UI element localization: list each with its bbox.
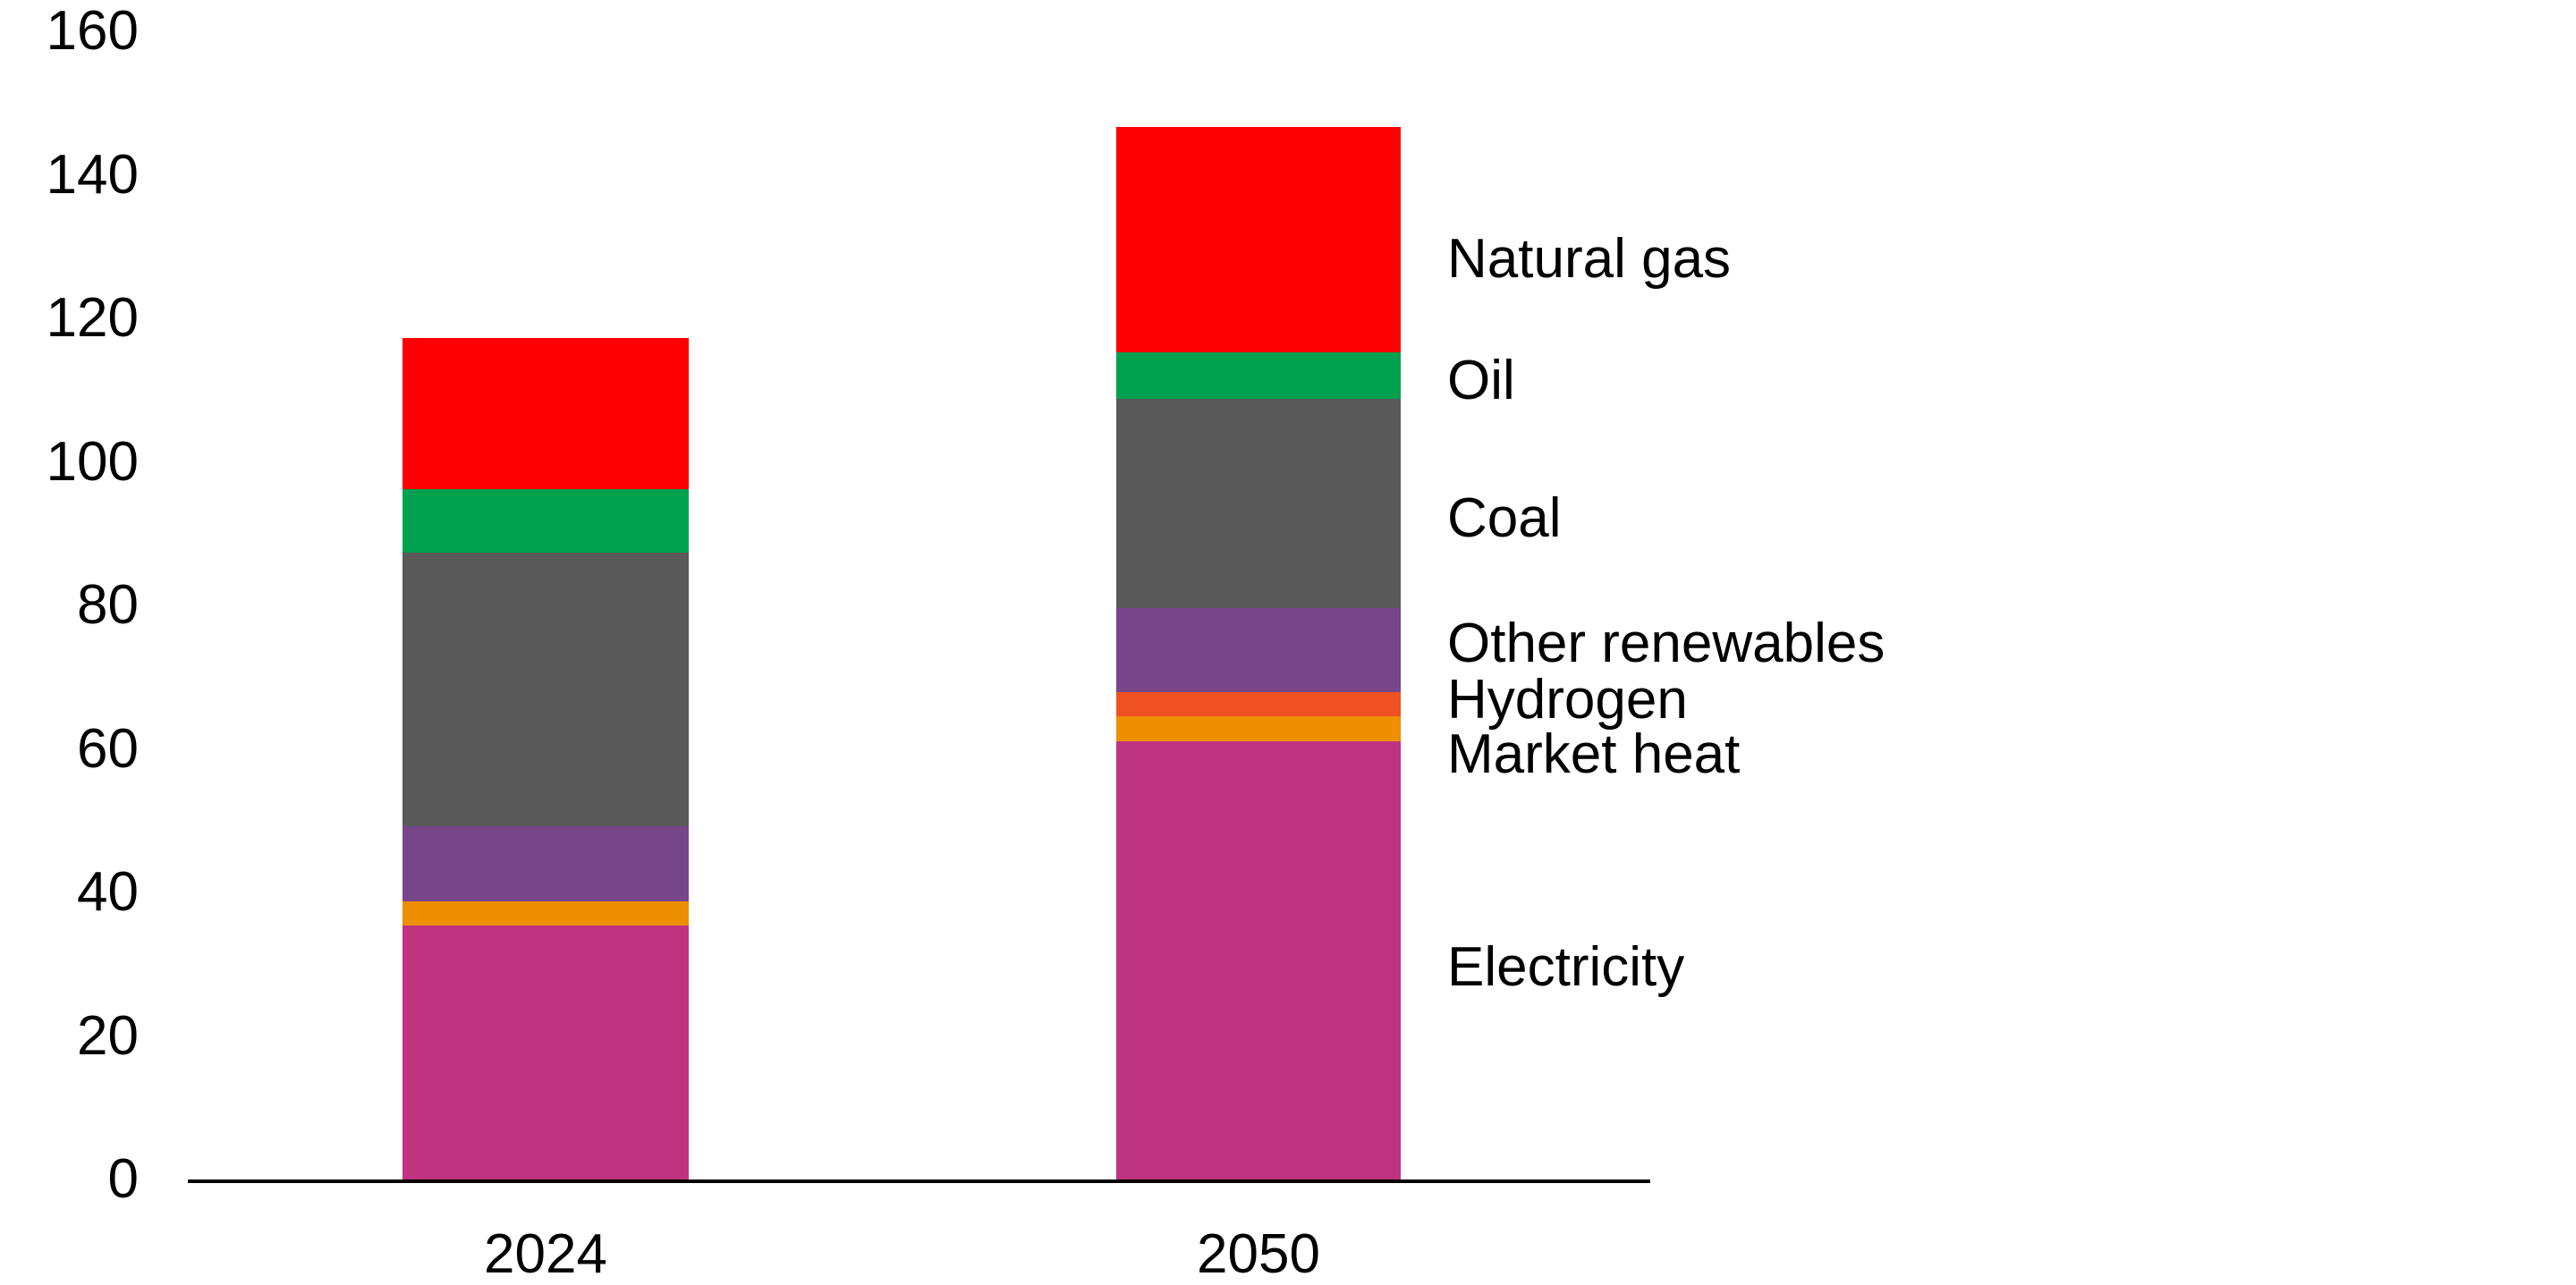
bar-2050-segment-hydrogen (1116, 692, 1401, 717)
y-tick-label-100: 100 (46, 430, 139, 493)
y-tick-label-160: 160 (46, 0, 139, 62)
legend-label-natural-gas: Natural gas (1447, 228, 1732, 290)
y-tick-label-0: 0 (107, 1148, 139, 1210)
legend-label-electricity: Electricity (1447, 936, 1685, 998)
legend-label-coal: Coal (1447, 487, 1562, 549)
x-axis-label-2050: 2050 (1197, 1223, 1320, 1285)
legend-label-hydrogen: Hydrogen (1447, 669, 1688, 731)
legend-label-other-renewables: Other renewables (1447, 613, 1885, 674)
bar-2024-segment-market-heat (402, 900, 689, 926)
bar-2050-segment-natural-gas (1116, 126, 1401, 352)
bar-2024-segment-oil (402, 488, 689, 554)
bar-2050-segment-market-heat (1116, 716, 1401, 742)
bar-2024-segment-electricity (402, 925, 689, 1179)
y-tick-label-40: 40 (77, 861, 139, 923)
x-axis-label-2024: 2024 (484, 1223, 607, 1285)
y-tick-label-20: 20 (77, 1004, 139, 1067)
bar-2050-segment-other-renewables (1116, 608, 1401, 693)
legend-label-market-heat: Market heat (1447, 723, 1741, 785)
bar-2024-segment-coal (402, 553, 689, 827)
x-axis-line (188, 1179, 1650, 1183)
bar-2050-segment-electricity (1116, 741, 1401, 1179)
y-tick-label-120: 120 (46, 287, 139, 349)
bar-2050-segment-oil (1116, 351, 1401, 399)
y-tick-label-60: 60 (77, 717, 139, 780)
y-tick-label-80: 80 (77, 574, 139, 636)
legend-label-oil: Oil (1447, 350, 1515, 411)
bar-2024-segment-other-renewables (402, 826, 689, 901)
bar-2024-segment-natural-gas (402, 338, 689, 489)
y-tick-label-140: 140 (46, 143, 139, 206)
bar-2050-segment-coal (1116, 398, 1401, 609)
